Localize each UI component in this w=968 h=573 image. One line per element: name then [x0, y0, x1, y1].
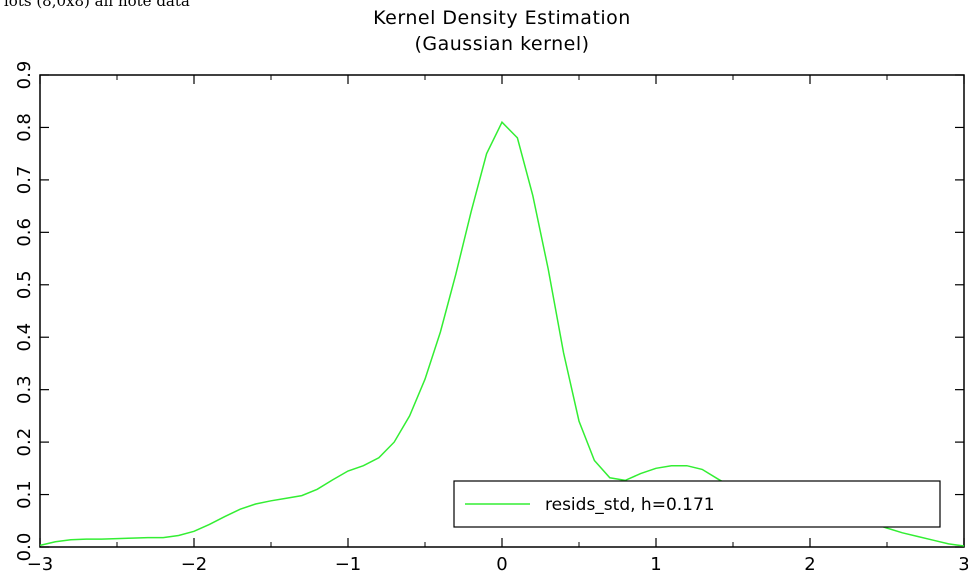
y-tick-label: 0.6: [14, 218, 35, 247]
series-point: [640, 473, 642, 475]
series-point: [948, 543, 950, 545]
series-point: [301, 495, 303, 497]
series-point: [547, 268, 549, 270]
y-tick-label: 0.7: [14, 166, 35, 195]
y-tick-label: 0.5: [14, 270, 35, 299]
series-point: [116, 538, 118, 540]
series-point: [686, 465, 688, 467]
chart-subtitle: (Gaussian kernel): [414, 33, 589, 55]
y-tick-label: 0.8: [14, 113, 35, 142]
series-point: [470, 210, 472, 212]
series-point: [147, 537, 149, 539]
x-tick-label: 1: [650, 554, 661, 573]
x-axis-tick-labels: −3 −2 −1 0 1 2 3: [27, 554, 968, 573]
series-point: [255, 503, 257, 505]
plot-frame: [39, 74, 965, 548]
x-tick-label: 2: [804, 554, 815, 573]
series-point: [54, 541, 56, 543]
series-point: [362, 465, 364, 467]
series-point: [609, 477, 611, 479]
legend-box: [453, 480, 941, 528]
series-point: [316, 488, 318, 490]
y-tick-label: 0.0: [14, 533, 35, 562]
axis-ticks: [39, 74, 965, 548]
series-point: [208, 523, 210, 525]
series-point: [593, 459, 595, 461]
series-point: [486, 153, 488, 155]
series-point: [532, 195, 534, 197]
y-axis-tick-labels: 0.0 0.1 0.2 0.3 0.4 0.5 0.6 0.7 0.8 0.9: [14, 61, 35, 562]
series-point: [270, 500, 272, 502]
y-tick-label: 0.4: [14, 323, 35, 352]
series-point: [701, 468, 703, 470]
legend: resids_std, h=0.171: [453, 480, 941, 528]
series-point: [178, 534, 180, 536]
series-point: [393, 441, 395, 443]
series-point: [193, 530, 195, 532]
series-point: [101, 538, 103, 540]
legend-label: resids_std, h=0.171: [545, 495, 715, 515]
series-point: [901, 532, 903, 534]
series-point: [285, 497, 287, 499]
series-point: [655, 467, 657, 469]
series-point: [131, 537, 133, 539]
series-point: [917, 536, 919, 538]
y-tick-label: 0.2: [14, 428, 35, 457]
series-point: [85, 538, 87, 540]
y-tick-label: 0.3: [14, 375, 35, 404]
series-point: [455, 273, 457, 275]
x-tick-label: 3: [958, 554, 968, 573]
y-tick-label: 0.1: [14, 480, 35, 509]
series-point: [670, 465, 672, 467]
header-fragment: lots (8,0x8) all note data: [4, 0, 190, 10]
series-point: [501, 121, 503, 123]
x-tick-label: −2: [181, 554, 208, 573]
chart-title: Kernel Density Estimation: [373, 7, 631, 29]
y-tick-label: 0.9: [14, 61, 35, 90]
series-point: [224, 516, 226, 518]
series-point: [717, 478, 719, 480]
series-point: [39, 544, 41, 546]
x-tick-label: −1: [335, 554, 362, 573]
series-point: [516, 137, 518, 139]
x-tick-label: −3: [27, 554, 54, 573]
series-point: [563, 352, 565, 354]
series-point: [70, 539, 72, 541]
series-point: [378, 457, 380, 459]
series-point: [347, 470, 349, 472]
series-point: [578, 420, 580, 422]
series-point: [963, 545, 965, 547]
series-point: [932, 539, 934, 541]
series-point: [439, 331, 441, 333]
series-point: [409, 415, 411, 417]
series-point: [239, 508, 241, 510]
series-point: [162, 537, 164, 539]
x-tick-label: 0: [496, 554, 507, 573]
series-point: [424, 378, 426, 380]
series-point: [332, 479, 334, 481]
